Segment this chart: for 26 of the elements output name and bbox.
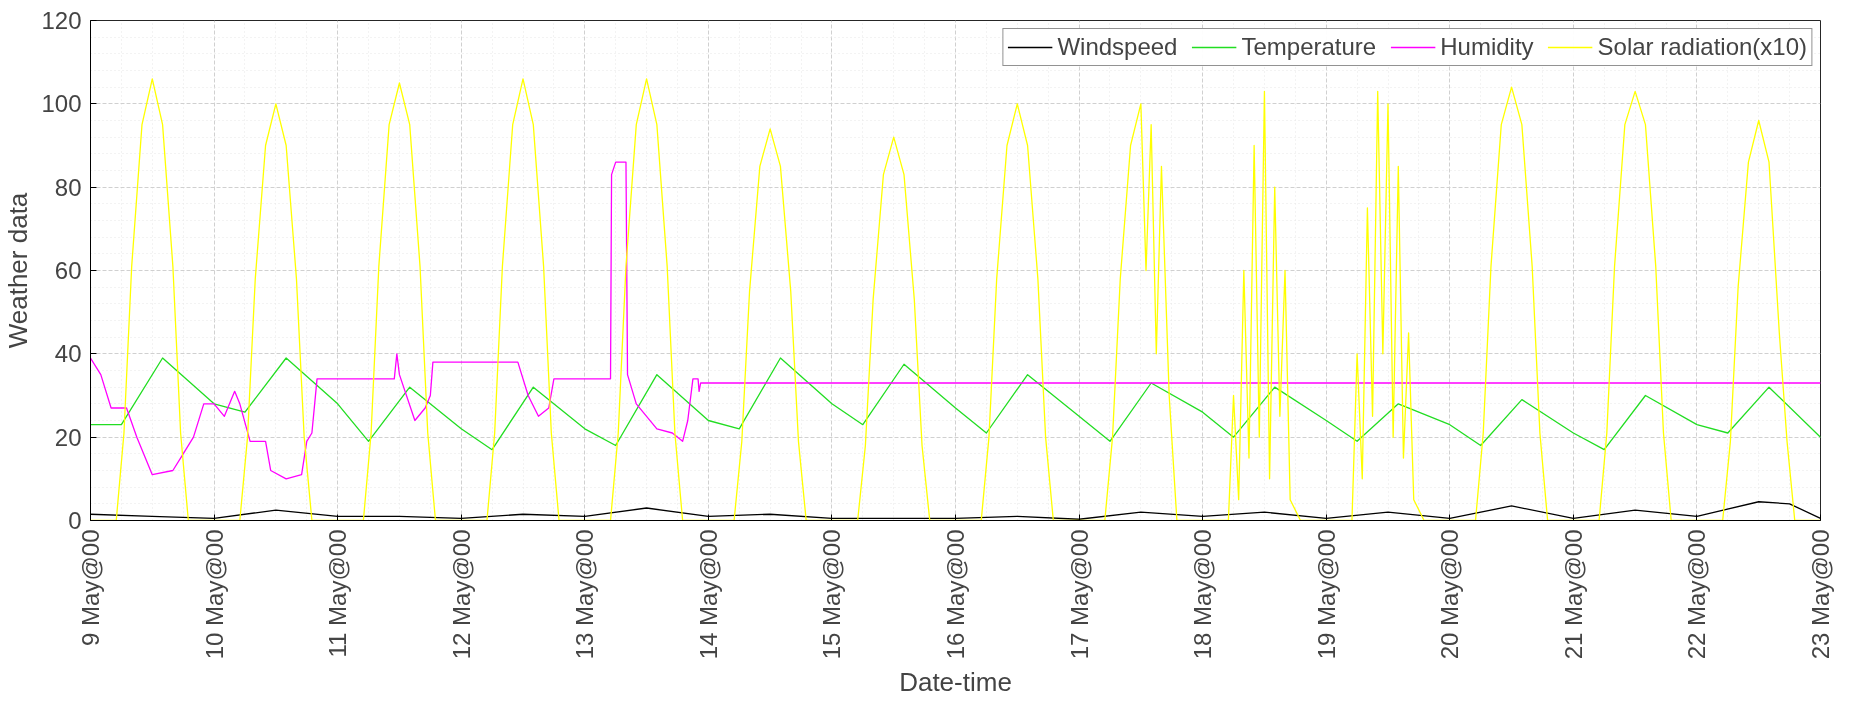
y-tick-label: 120 [41,7,82,34]
y-tick-label: 100 [41,90,82,118]
x-tick-label: 20 May@00 [1436,529,1464,660]
x-tick-label: 14 May@00 [694,529,722,660]
legend-label: Windspeed [1057,33,1178,61]
x-tick-label: 13 May@00 [571,529,599,660]
x-tick-label: 21 May@00 [1559,529,1587,660]
y-axis-title: Weather data [3,192,34,349]
x-tick-label: 22 May@00 [1683,529,1711,660]
x-tick-label: 15 May@00 [818,529,846,660]
legend-label: Solar radiation(x10) [1597,33,1807,61]
y-tick-label: 80 [54,173,82,201]
x-tick-label: 18 May@00 [1189,529,1217,660]
x-tick-label: 23 May@00 [1807,529,1834,660]
y-tick-label: 40 [54,340,82,368]
y-tick-label: 60 [54,257,82,284]
y-tick-label: 20 [54,423,82,451]
x-tick-label: 19 May@00 [1312,529,1340,660]
x-tick-label: 12 May@00 [447,529,475,660]
x-tick-label: 11 May@00 [324,529,352,658]
legend-label: Humidity [1440,33,1534,61]
x-axis-title: Date-time [899,667,1012,698]
legend-label: Temperature [1241,33,1377,61]
x-tick-label: 17 May@00 [1065,529,1093,660]
x-tick-label: 10 May@00 [200,529,228,660]
x-tick-label: 16 May@00 [942,529,969,660]
